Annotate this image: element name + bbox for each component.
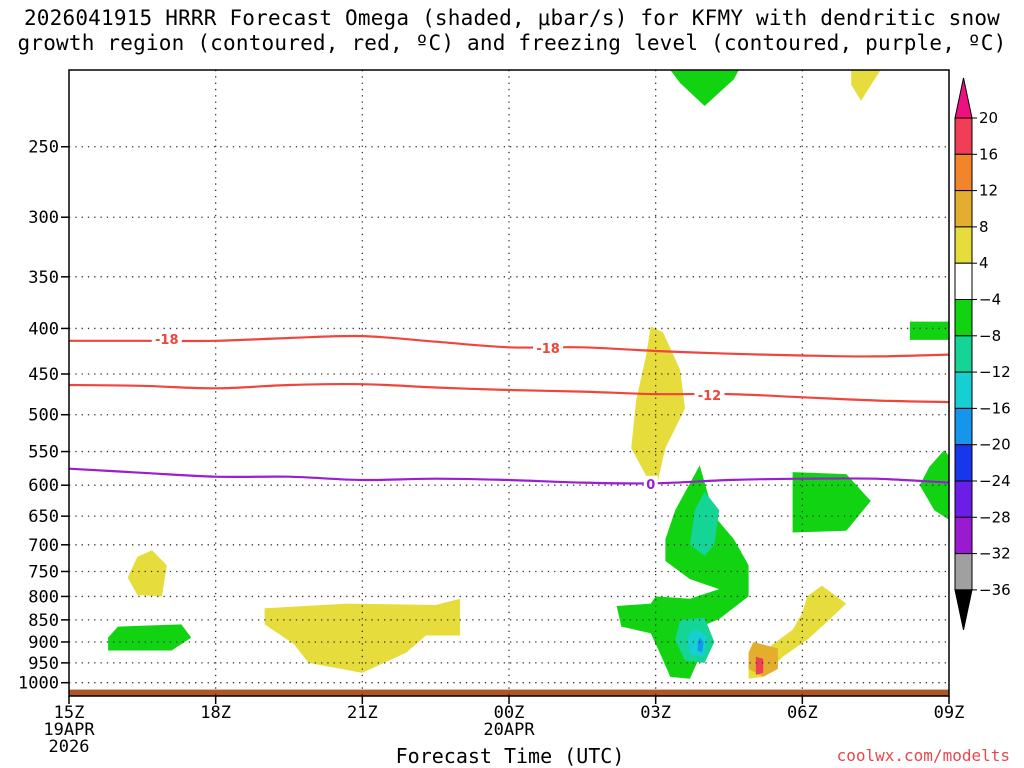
y-tick-label-300: 300 — [28, 208, 59, 228]
colorbar-segment-6 — [954, 335, 973, 373]
omega-region-right-green-400 — [909, 321, 949, 340]
contours: -18 -18 -12 0 — [68, 330, 950, 493]
freezing-level-0-label-bg-0 — [643, 475, 658, 491]
y-tick-label-400: 400 — [28, 319, 59, 339]
omega-shading — [108, 70, 949, 679]
dendritic-minus18-label-bg-0 — [151, 330, 182, 346]
y-tick-label-550: 550 — [28, 443, 59, 463]
x-tick-label-15Z-1: 19APR — [43, 720, 95, 740]
colorbar: 20 16 12 8 4 −4 −8 −12 −16 −20 −24 −28 −32 −36 — [954, 77, 1011, 631]
x-tick-label-00Z-1: 20APR — [483, 720, 535, 740]
omega-region-yellow-left-750 — [127, 550, 167, 597]
dendritic-minus12-label-bg-0 — [694, 386, 725, 402]
colorbar-segment-8 — [954, 407, 973, 446]
x-tick-label-18Z-0: 18Z — [200, 703, 231, 723]
y-tick-label-1000: 1000 — [18, 674, 59, 694]
colorbar-label-6: −8 — [979, 327, 1001, 345]
omega-region-teal-upper — [689, 491, 720, 556]
y-tick-label-500: 500 — [28, 406, 59, 426]
x-axis-label: Forecast Time (UTC) — [395, 744, 625, 768]
freezing-level-0-line — [68, 467, 950, 485]
y-tick-label-850: 850 — [28, 611, 59, 631]
omega-region-yellow-column — [631, 326, 685, 491]
colorbar-label-10: −24 — [979, 472, 1011, 490]
colorbar-label-13: −36 — [979, 581, 1011, 599]
x-tick-label-03Z-0: 03Z — [640, 703, 671, 723]
colorbar-label-4: 4 — [979, 254, 989, 272]
colorbar-segment-3 — [954, 226, 973, 264]
y-tick-label-750: 750 — [28, 562, 59, 582]
y-tick-label-250: 250 — [28, 138, 59, 158]
colorbar-segment-7 — [954, 371, 973, 409]
colorbar-label-12: −32 — [979, 545, 1011, 563]
colorbar-label-3: 8 — [979, 218, 989, 236]
dendritic-minus12-line — [68, 382, 950, 404]
colorbar-label-2: 12 — [979, 182, 998, 200]
dendritic-minus12-label-0: -12 — [698, 389, 722, 404]
omega-region-yellow-lower — [264, 598, 461, 673]
x-tick-label-06Z-0: 06Z — [787, 703, 818, 723]
y-tick-label-950: 950 — [28, 654, 59, 674]
chart-title-line-2: growth region (contoured, red, ºC) and f… — [17, 31, 1007, 55]
colorbar-label-9: −20 — [979, 436, 1011, 454]
chart-title-line-1: 2026041915 HRRR Forecast Omega (shaded, … — [23, 6, 1001, 30]
chart-title: 2026041915 HRRR Forecast Omega (shaded, … — [0, 6, 1024, 56]
x-tick-label-15Z-2: 2026 — [49, 737, 90, 757]
colorbar-label-7: −12 — [979, 363, 1011, 381]
colorbar-segment-12 — [954, 553, 973, 591]
omega-region-top-green — [670, 70, 739, 106]
colorbar-segment-4 — [954, 262, 973, 301]
colorbar-label-5: −4 — [979, 291, 1001, 309]
y-tick-label-700: 700 — [28, 536, 59, 556]
colorbar-top-arrow — [954, 77, 973, 119]
colorbar-label-11: −28 — [979, 508, 1011, 526]
credit-link[interactable]: coolwx.com/modelts — [836, 746, 1010, 765]
colorbar-segment-10 — [954, 480, 973, 518]
omega-region-right-green-570 — [919, 450, 949, 520]
colorbar-label-1: 16 — [979, 145, 998, 163]
ground-strip — [69, 689, 949, 696]
y-tick-label-450: 450 — [28, 365, 59, 385]
omega-region-green-left-880 — [108, 624, 192, 651]
colorbar-segment-2 — [954, 190, 973, 228]
y-tick-label-600: 600 — [28, 476, 59, 496]
omega-region-top-yellow — [851, 70, 881, 101]
x-tick-label-00Z-0: 00Z — [494, 703, 525, 723]
x-tick-label-09Z-0: 09Z — [934, 703, 965, 723]
colorbar-segment-1 — [954, 153, 973, 192]
dendritic-minus18-label-bg-1 — [533, 340, 564, 356]
y-tick-label-800: 800 — [28, 587, 59, 607]
colorbar-segment-5 — [954, 299, 973, 337]
x-tick-label-21Z-0: 21Z — [347, 703, 378, 723]
colorbar-label-8: −16 — [979, 399, 1011, 417]
y-tick-label-650: 650 — [28, 507, 59, 527]
colorbar-label-0: 20 — [979, 109, 998, 127]
colorbar-segment-0 — [954, 117, 973, 155]
x-tick-label-15Z-0: 15Z — [54, 703, 85, 723]
omega-region-green-right-615 — [792, 472, 871, 533]
colorbar-segment-9 — [954, 444, 973, 482]
y-tick-label-900: 900 — [28, 633, 59, 653]
ground-layer — [69, 689, 949, 696]
dendritic-minus18-label-1: -18 — [536, 342, 560, 357]
omega-region-red-core — [755, 656, 764, 675]
colorbar-bottom-arrow — [954, 589, 973, 631]
colorbar-segment-11 — [954, 516, 973, 555]
y-tick-label-350: 350 — [28, 268, 59, 288]
y-axis-ticks: 2503003504004505005506006507007508008509… — [18, 138, 69, 694]
dendritic-minus18-label-0: -18 — [155, 333, 179, 348]
freezing-level-0-label-0: 0 — [646, 478, 655, 493]
dendritic-minus18-line — [69, 334, 950, 358]
